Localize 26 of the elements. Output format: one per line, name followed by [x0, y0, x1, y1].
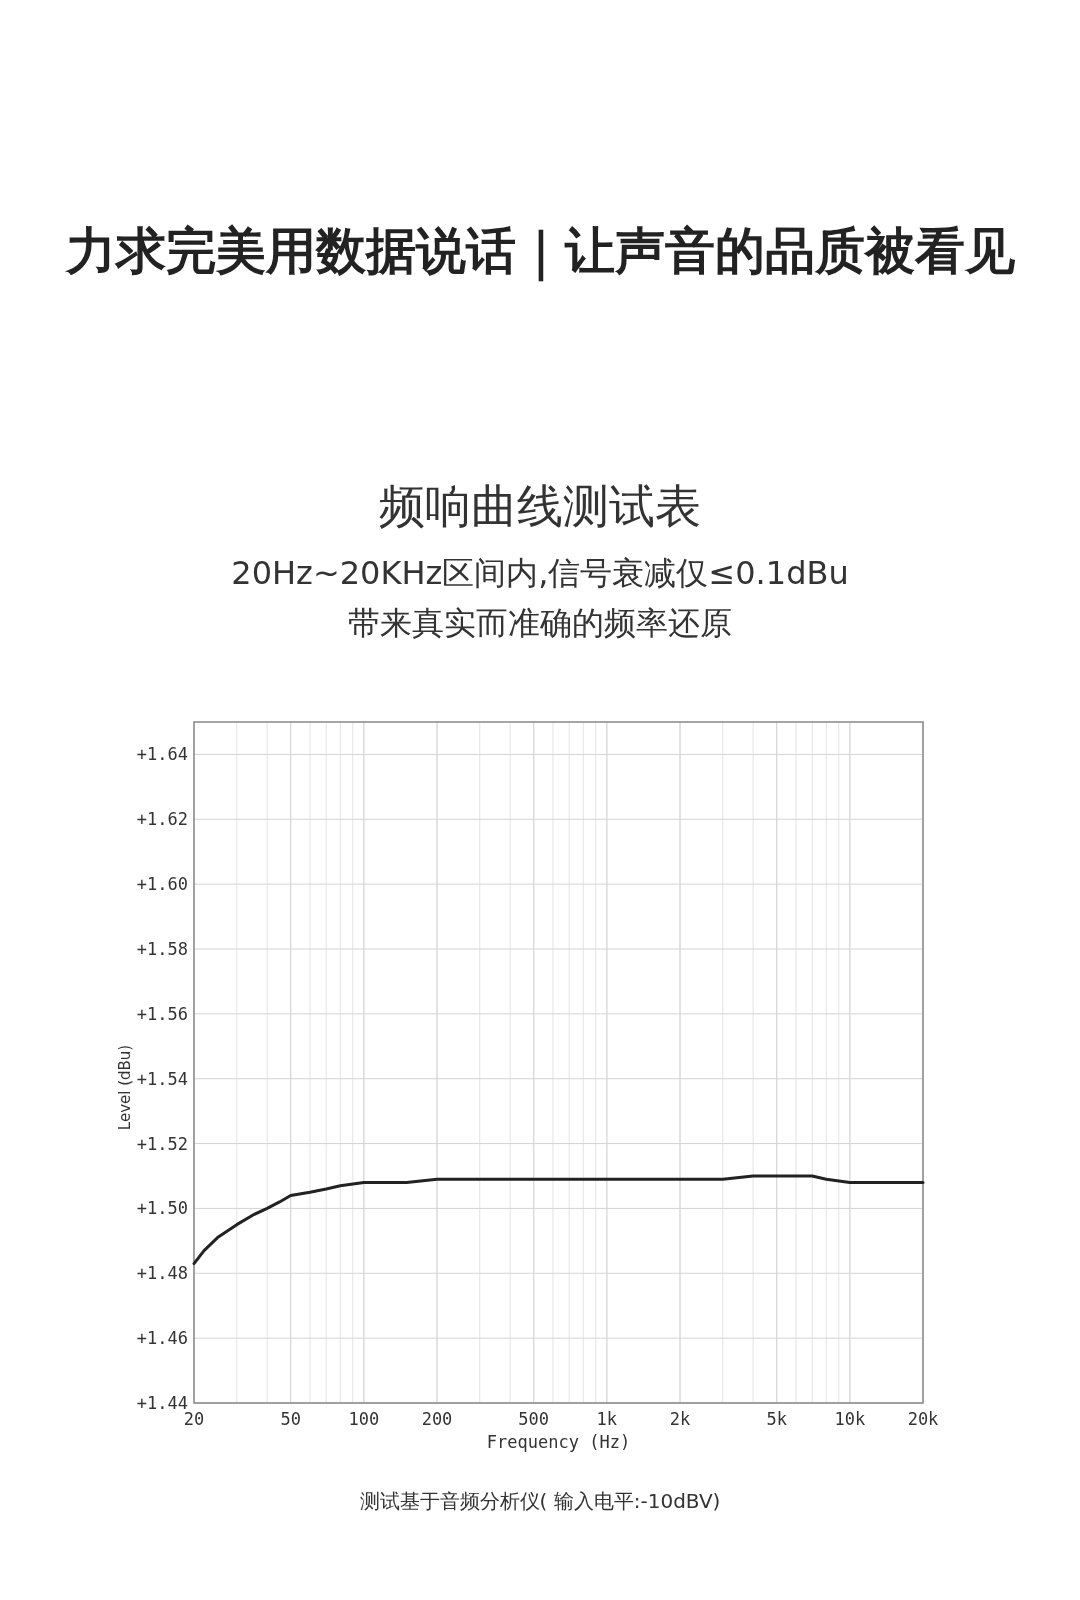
x-tick-label: 5k [766, 1409, 787, 1429]
x-tick-label: 10k [834, 1409, 866, 1429]
x-tick-label: 1k [596, 1409, 618, 1429]
x-tick-label: 50 [280, 1409, 301, 1429]
x-axis-title: Frequency (Hz) [486, 1432, 631, 1452]
text: 测试基于音频分析仪( 输入电平:-10dBV) [359, 1489, 721, 1513]
x-tick-label: 20k [907, 1409, 939, 1429]
y-tick-label: +1.52 [136, 1133, 188, 1154]
chart-title: 力求完美用数据说话｜让声音的品质被看见 [63, 222, 1016, 282]
text: 20Hz~20KHz区间内,信号衰减仅≤0.1dBu [231, 554, 849, 592]
y-axis-title: Level (dBu) [116, 1044, 134, 1131]
x-tick-label: 200 [421, 1409, 453, 1429]
y-tick-label: +1.62 [136, 809, 188, 830]
y-tick-label: +1.50 [136, 1198, 188, 1219]
y-tick-label: +1.56 [136, 1003, 188, 1024]
chart-subtitle: 频响曲线测试表 [379, 479, 701, 533]
y-tick-label: +1.46 [136, 1328, 188, 1349]
y-tick-label: +1.58 [136, 939, 188, 959]
y-tick-label: +1.54 [136, 1068, 188, 1089]
text: 带来真实而准确的频率还原 [348, 604, 732, 642]
y-tick-label: +1.64 [136, 744, 188, 765]
x-tick-label: 500 [518, 1409, 550, 1429]
x-tick-label: 100 [348, 1409, 380, 1429]
y-tick-label: +1.48 [136, 1263, 188, 1284]
y-tick-label: +1.60 [136, 874, 188, 895]
x-tick-label: 2k [669, 1409, 691, 1429]
